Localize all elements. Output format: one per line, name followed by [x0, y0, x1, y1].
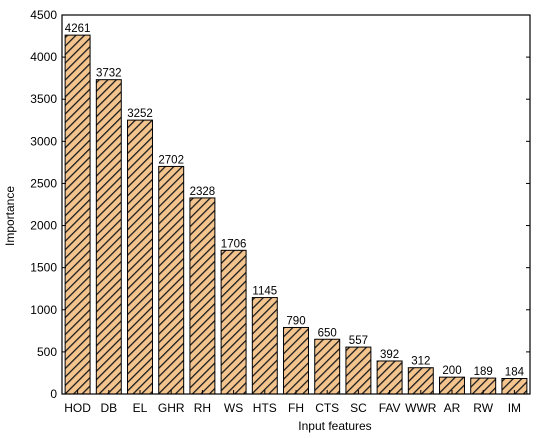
x-tick-label-hod: HOD [64, 401, 91, 415]
data-label-fav: 392 [380, 349, 399, 361]
bar-hod [64, 34, 91, 395]
data-label-ghr: 2702 [158, 154, 184, 166]
y-axis-title: Importance [3, 186, 17, 246]
bar-el [127, 119, 153, 395]
x-axis-title: Input features [298, 419, 371, 433]
data-label-db: 3732 [96, 68, 122, 80]
data-label-fh: 790 [286, 315, 305, 327]
x-tick-label-wwr: WWR [405, 401, 437, 415]
y-tick-label-3000: 3000 [30, 134, 57, 148]
data-label-rw: 189 [474, 366, 493, 378]
x-tick-label-im: IM [508, 401, 521, 415]
data-label-hts: 1145 [252, 286, 277, 298]
x-tick-label-hts: HTS [253, 401, 277, 415]
x-tick-label-el: EL [133, 401, 148, 415]
bar-db [95, 79, 122, 395]
data-label-rh: 2328 [190, 186, 216, 198]
x-tick-label-rw: RW [473, 401, 493, 415]
data-label-sc: 557 [349, 335, 368, 347]
plot-frame [61, 14, 531, 395]
data-labels-layer: 4261 3732 3252 2702 2328 1706 1145 790 650 557 392… [65, 23, 525, 378]
x-tick-label-db: DB [100, 401, 117, 415]
bars-layer [64, 34, 528, 395]
bar-hts [251, 297, 278, 395]
data-label-wwr: 312 [411, 356, 430, 368]
data-label-el: 3252 [127, 108, 153, 120]
y-tick-label-0: 0 [50, 387, 57, 401]
y-tick-label-4500: 4500 [30, 8, 57, 22]
bar-ghr [158, 165, 185, 395]
bar-fav [376, 360, 403, 395]
x-tick-label-cts: CTS [315, 401, 339, 415]
x-tick-label-rh: RH [194, 401, 211, 415]
axes-layer: HOD DB EL GHR RH WS HTS FH CTS SC FAV WWR AR RW IM 0 500… [30, 8, 531, 415]
x-tick-label-ws: WS [224, 401, 243, 415]
y-tick-label-4000: 4000 [30, 50, 57, 64]
x-tick-label-ghr: GHR [158, 401, 185, 415]
x-tick-label-ar: AR [444, 401, 461, 415]
data-label-ws: 1706 [221, 238, 247, 250]
y-tick-label-500: 500 [37, 345, 57, 359]
y-tick-label-3500: 3500 [30, 92, 57, 106]
bar-sc [345, 346, 372, 395]
y-tick-label-1500: 1500 [30, 261, 57, 275]
y-tick-label-2000: 2000 [30, 219, 57, 233]
bar-cts [314, 338, 341, 395]
x-tick-label-sc: SC [350, 401, 367, 415]
x-tick-label-fav: FAV [379, 401, 401, 415]
data-label-cts: 650 [318, 327, 337, 339]
x-tick-label-fh: FH [288, 401, 304, 415]
y-tick-label-2500: 2500 [30, 176, 57, 190]
y-tick-label-1000: 1000 [30, 303, 57, 317]
bar-ws [220, 249, 247, 395]
data-label-im: 184 [505, 367, 525, 379]
data-label-ar: 200 [442, 365, 461, 377]
bar-rh [189, 197, 216, 395]
bar-fh [283, 326, 309, 395]
data-label-hod: 4261 [65, 23, 91, 35]
